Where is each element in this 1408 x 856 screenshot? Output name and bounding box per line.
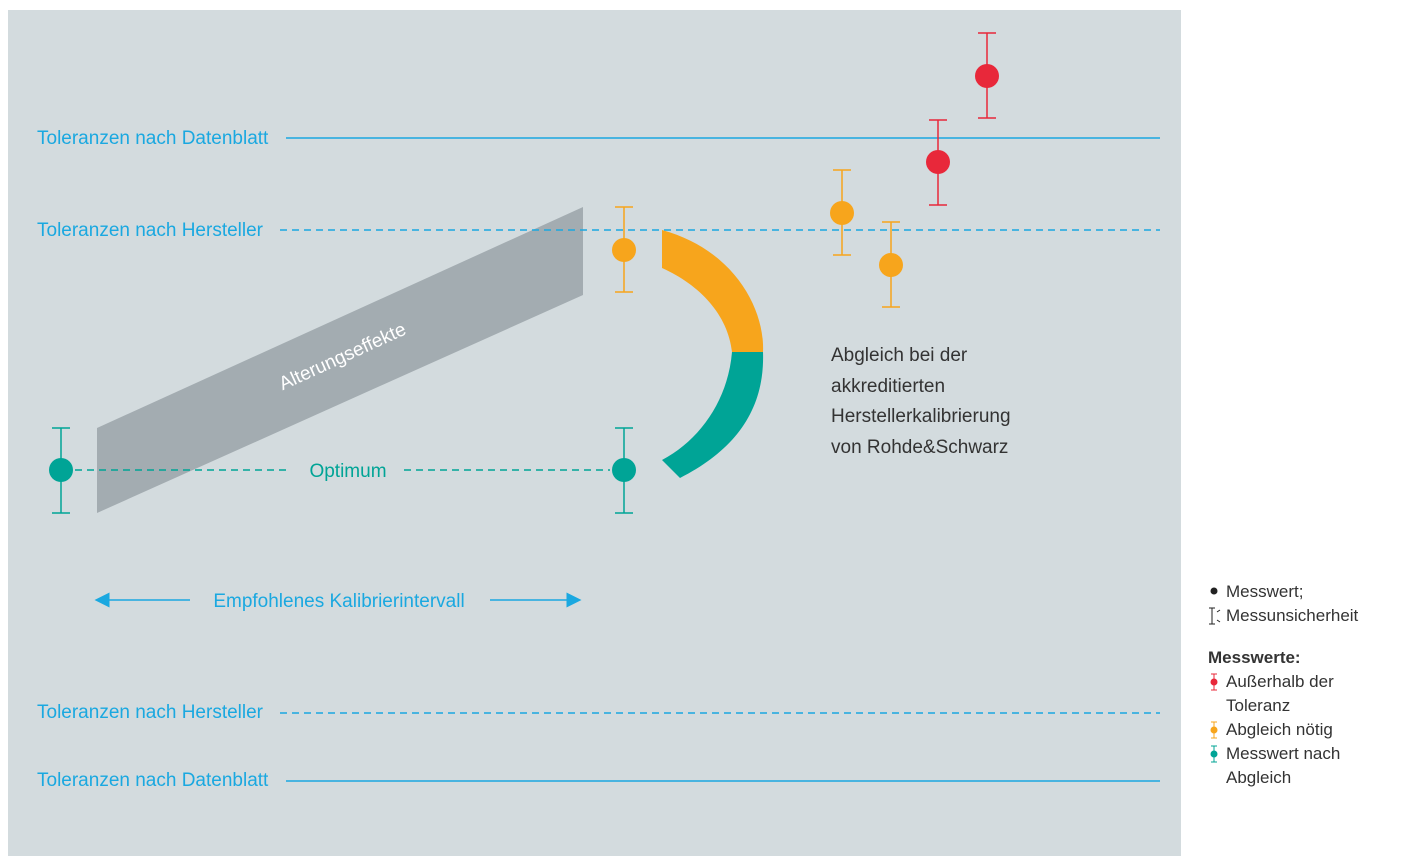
legend-after: Messwert nach xyxy=(1208,742,1408,766)
legend-adjust: Abgleich nötig xyxy=(1208,718,1408,742)
legend-adjust-label: Abgleich nötig xyxy=(1226,720,1333,739)
interval-label: Empfohlenes Kalibrierintervall xyxy=(213,591,464,612)
error-bar-icon xyxy=(1209,607,1221,625)
legend-measured-label: Messwert; xyxy=(1226,582,1304,601)
legend-outside-label: Außerhalb der xyxy=(1226,672,1334,691)
legend-after-cont: Abgleich xyxy=(1226,768,1292,787)
legend-outside: Außerhalb der xyxy=(1208,670,1408,694)
measurement-teal-after-adjustment xyxy=(612,427,636,514)
adjustment-arc-teal xyxy=(662,352,764,478)
legend-after-label: Messwert nach xyxy=(1226,744,1341,763)
legend-heading: Messwerte: xyxy=(1208,648,1301,667)
optimum-label: Optimum xyxy=(309,461,386,482)
measurement-orange-3 xyxy=(879,221,903,308)
measurement-orange-1 xyxy=(612,206,636,293)
manufacturer-tolerance-top-label: Toleranzen nach Hersteller xyxy=(37,220,264,241)
aging-band xyxy=(97,207,583,513)
legend-outside-cont: Toleranz xyxy=(1226,696,1291,715)
manufacturer-tolerance-bottom-label: Toleranzen nach Hersteller xyxy=(37,702,264,723)
legend-measured: Messwert; xyxy=(1208,580,1408,604)
legend-uncertainty-label: Messunsicherheit xyxy=(1226,606,1359,625)
datasheet-tolerance-bottom-label: Toleranzen nach Datenblatt xyxy=(37,770,269,791)
teal-error-bar-icon xyxy=(1210,745,1218,763)
datasheet-tolerance-top-label: Toleranzen nach Datenblatt xyxy=(37,128,269,149)
dot-icon xyxy=(1210,587,1218,595)
red-error-bar-icon xyxy=(1210,673,1218,691)
measurement-teal-start xyxy=(49,427,73,514)
adjustment-text-line-4: von Rohde&Schwarz xyxy=(831,437,1008,458)
adjustment-text-line-3: Herstellerkalibrierung xyxy=(831,406,1011,427)
legend-uncertainty: Messunsicherheit xyxy=(1208,604,1408,628)
adjustment-arc-orange xyxy=(662,230,764,352)
adjustment-text-line-1: Abgleich bei der xyxy=(831,345,968,366)
measurement-red-1 xyxy=(926,119,950,206)
legend: Messwert; Messunsicherheit Messwerte: Au… xyxy=(1208,580,1408,790)
orange-error-bar-icon xyxy=(1210,721,1218,739)
adjustment-text-line-2: akkreditierten xyxy=(831,376,945,397)
measurement-red-2 xyxy=(975,32,999,119)
measurement-orange-2 xyxy=(830,169,854,256)
